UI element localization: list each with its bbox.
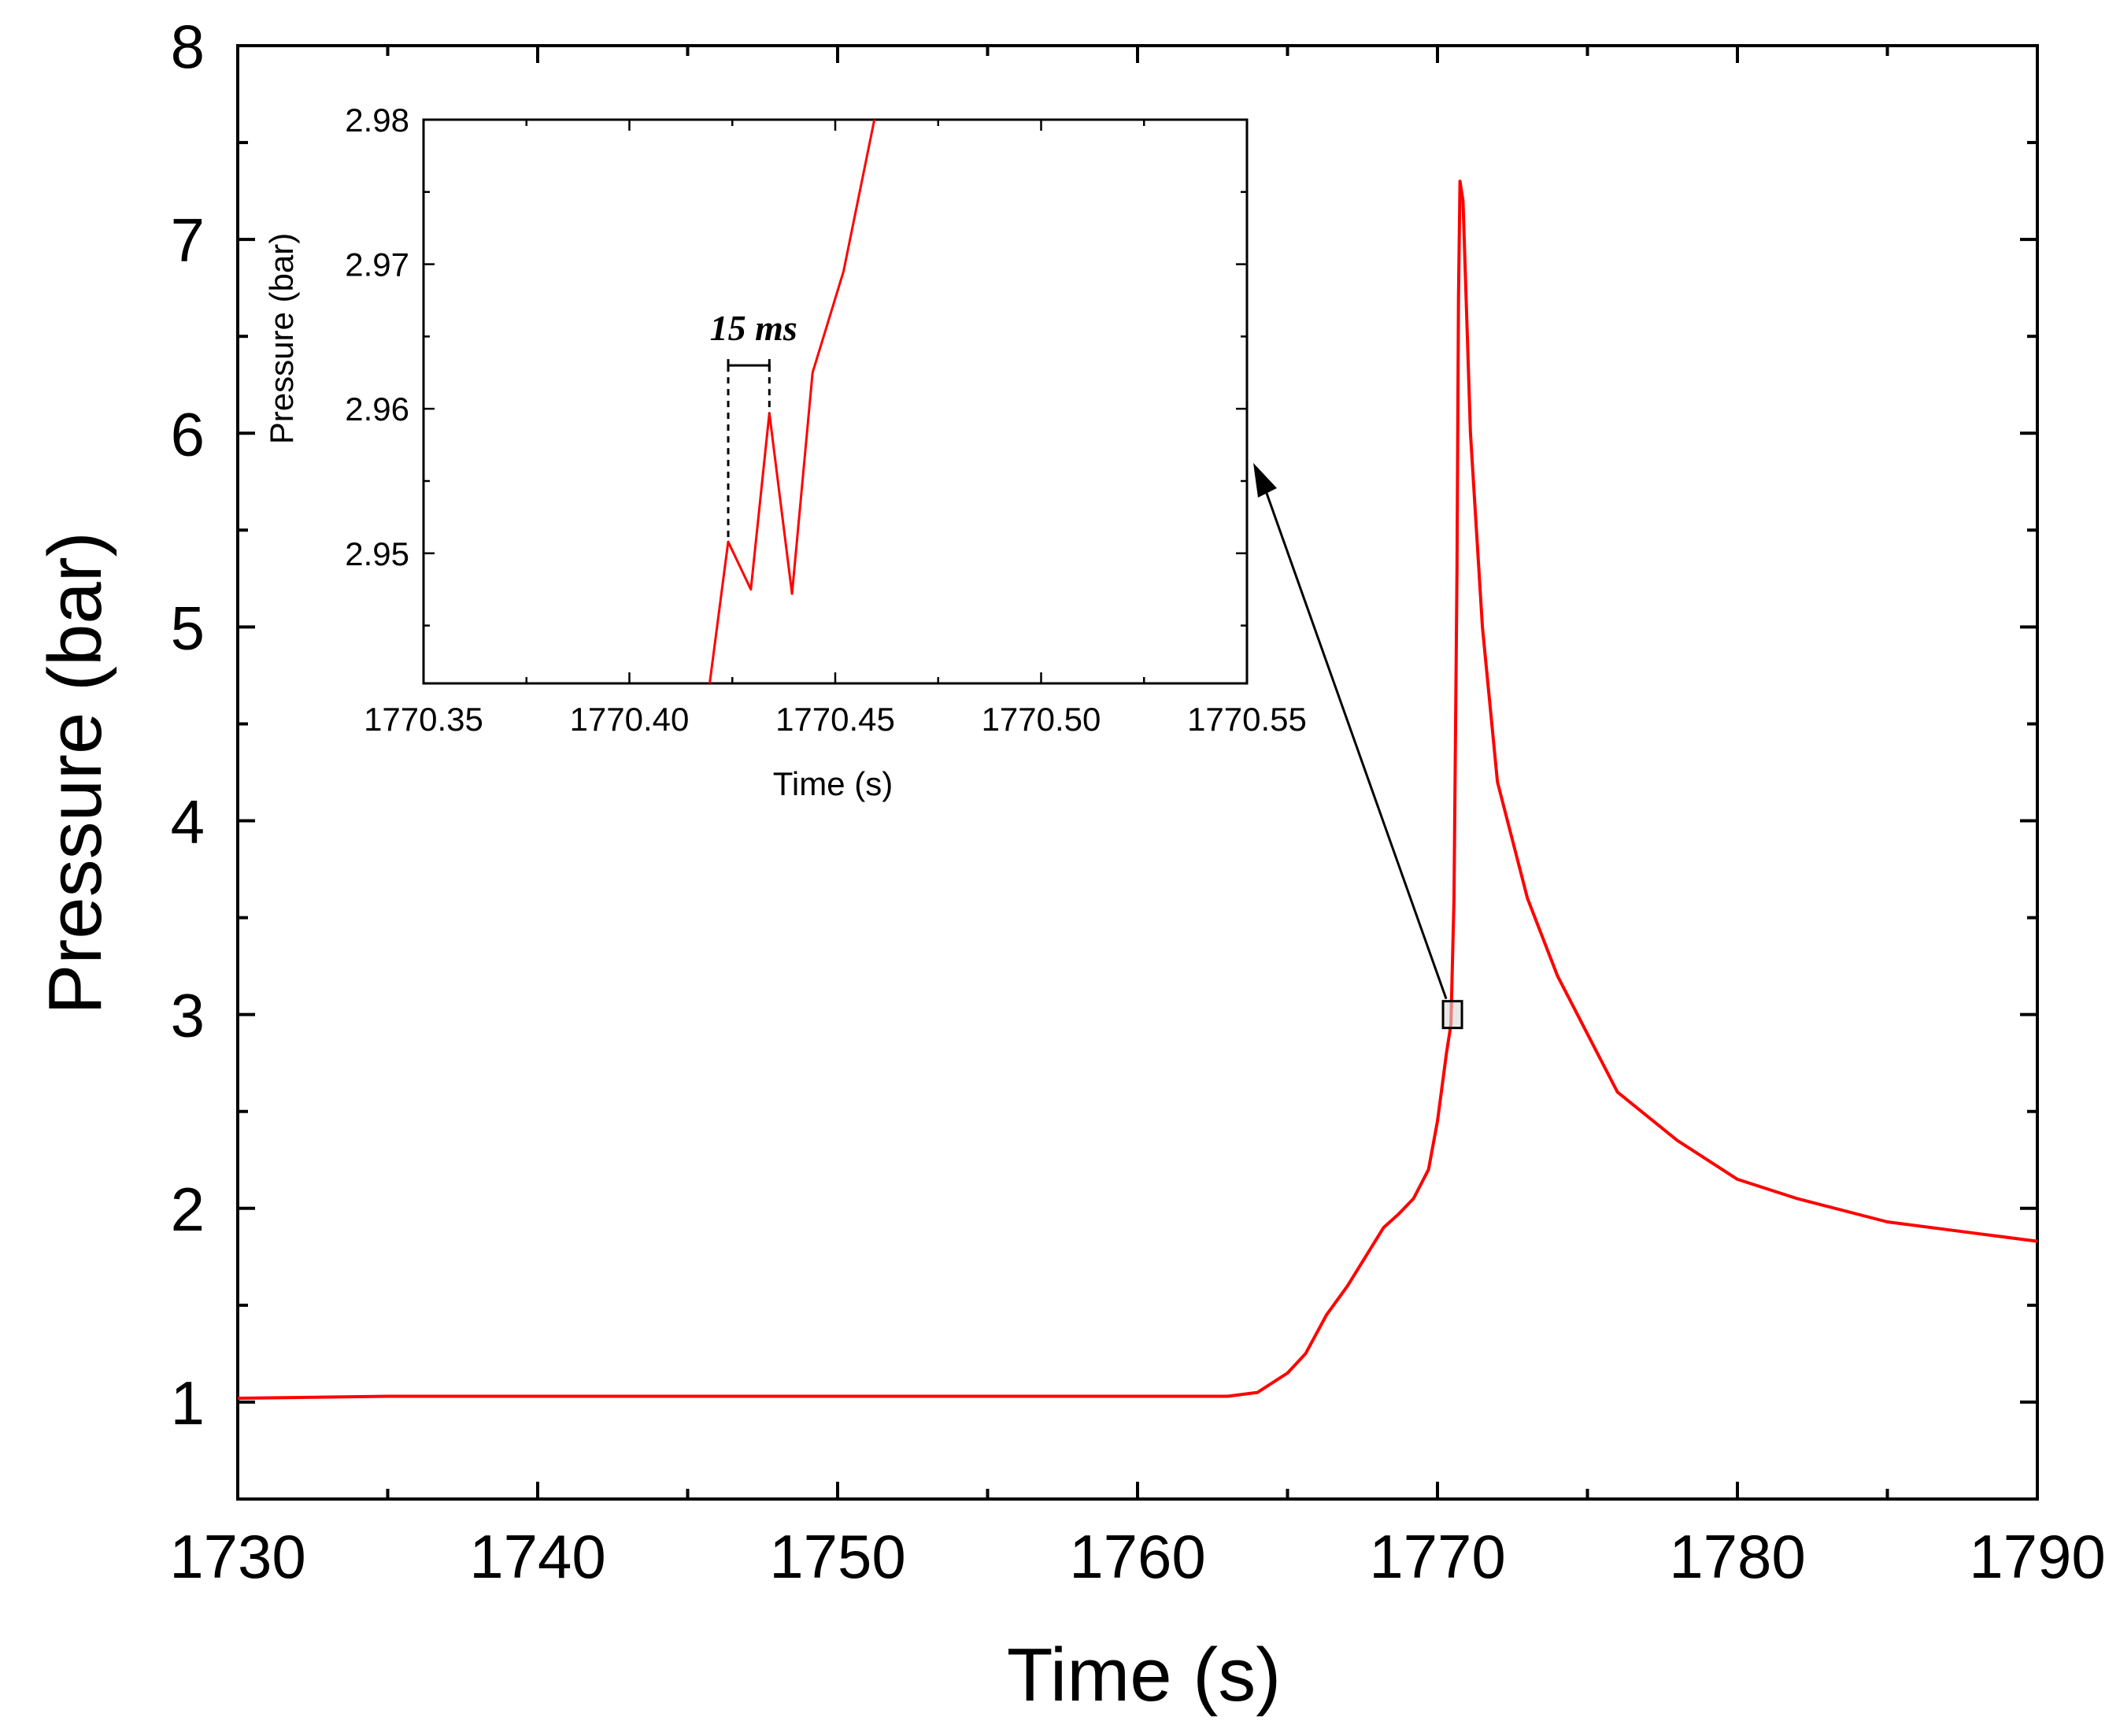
inset-x-tick-label: 1770.50 <box>982 701 1101 738</box>
inset-series-group <box>709 119 876 684</box>
main-x-tick-label: 1740 <box>469 1522 606 1591</box>
main-series-group <box>237 180 2038 1400</box>
main-axes: 1730 1740 1750 1760 1770 1780 1790 1 2 3 4 5 6 7 8 <box>169 12 2106 1591</box>
annotation-label: 15 ms <box>710 308 797 348</box>
inset-plot-frame <box>422 118 1249 685</box>
inset-x-axis-title: Time (s) <box>773 765 893 802</box>
inset-x-tick-label: 1770.35 <box>364 701 483 738</box>
inset-series-line <box>709 119 876 684</box>
main-y-tick-label: 8 <box>171 12 205 81</box>
main-y-tick-label: 7 <box>171 205 205 275</box>
inset-y-tick-label: 2.95 <box>345 535 409 572</box>
zoom-arrow-head <box>1253 463 1277 498</box>
inset-y-tick-label: 2.98 <box>345 102 409 139</box>
inset-y-tick-label: 2.97 <box>345 246 409 283</box>
main-y-tick-label: 6 <box>171 399 205 468</box>
inset-annotation: 15 ms <box>710 308 797 542</box>
inset-x-tick-label: 1770.45 <box>775 701 895 738</box>
main-y-tick-label: 2 <box>171 1175 205 1244</box>
inset-axes: 1770.35 1770.40 1770.45 1770.50 1770.55 2.95 2… <box>345 102 1307 738</box>
main-x-tick-label: 1790 <box>1969 1522 2106 1591</box>
main-x-tick-label: 1730 <box>169 1522 306 1591</box>
inset-y-tick-label: 2.96 <box>345 391 409 428</box>
main-y-tick-label: 4 <box>171 787 205 857</box>
inset-x-tick-label: 1770.40 <box>570 701 690 738</box>
zoom-region-box <box>1441 1000 1463 1030</box>
main-x-tick-label: 1750 <box>769 1522 906 1591</box>
main-x-axis-title: Time (s) <box>1007 1633 1281 1717</box>
main-y-tick-label: 1 <box>171 1368 205 1438</box>
zoom-arrow-line <box>1263 486 1448 1000</box>
zoom-indicator <box>1253 463 1463 1030</box>
main-y-tick-label: 5 <box>171 593 205 662</box>
main-x-tick-label: 1780 <box>1669 1522 1806 1591</box>
inset-y-axis-title: Pressure (bar) <box>263 233 300 444</box>
main-series-line <box>237 180 2038 1400</box>
main-x-tick-label: 1760 <box>1069 1522 1206 1591</box>
main-x-tick-label: 1770 <box>1369 1522 1506 1591</box>
main-y-axis-title: Pressure (bar) <box>33 531 117 1015</box>
inset-x-tick-label: 1770.55 <box>1187 701 1307 738</box>
main-y-tick-label: 3 <box>171 981 205 1050</box>
